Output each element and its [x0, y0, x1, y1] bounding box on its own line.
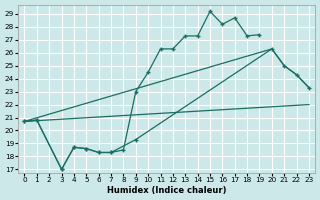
- X-axis label: Humidex (Indice chaleur): Humidex (Indice chaleur): [107, 186, 227, 195]
